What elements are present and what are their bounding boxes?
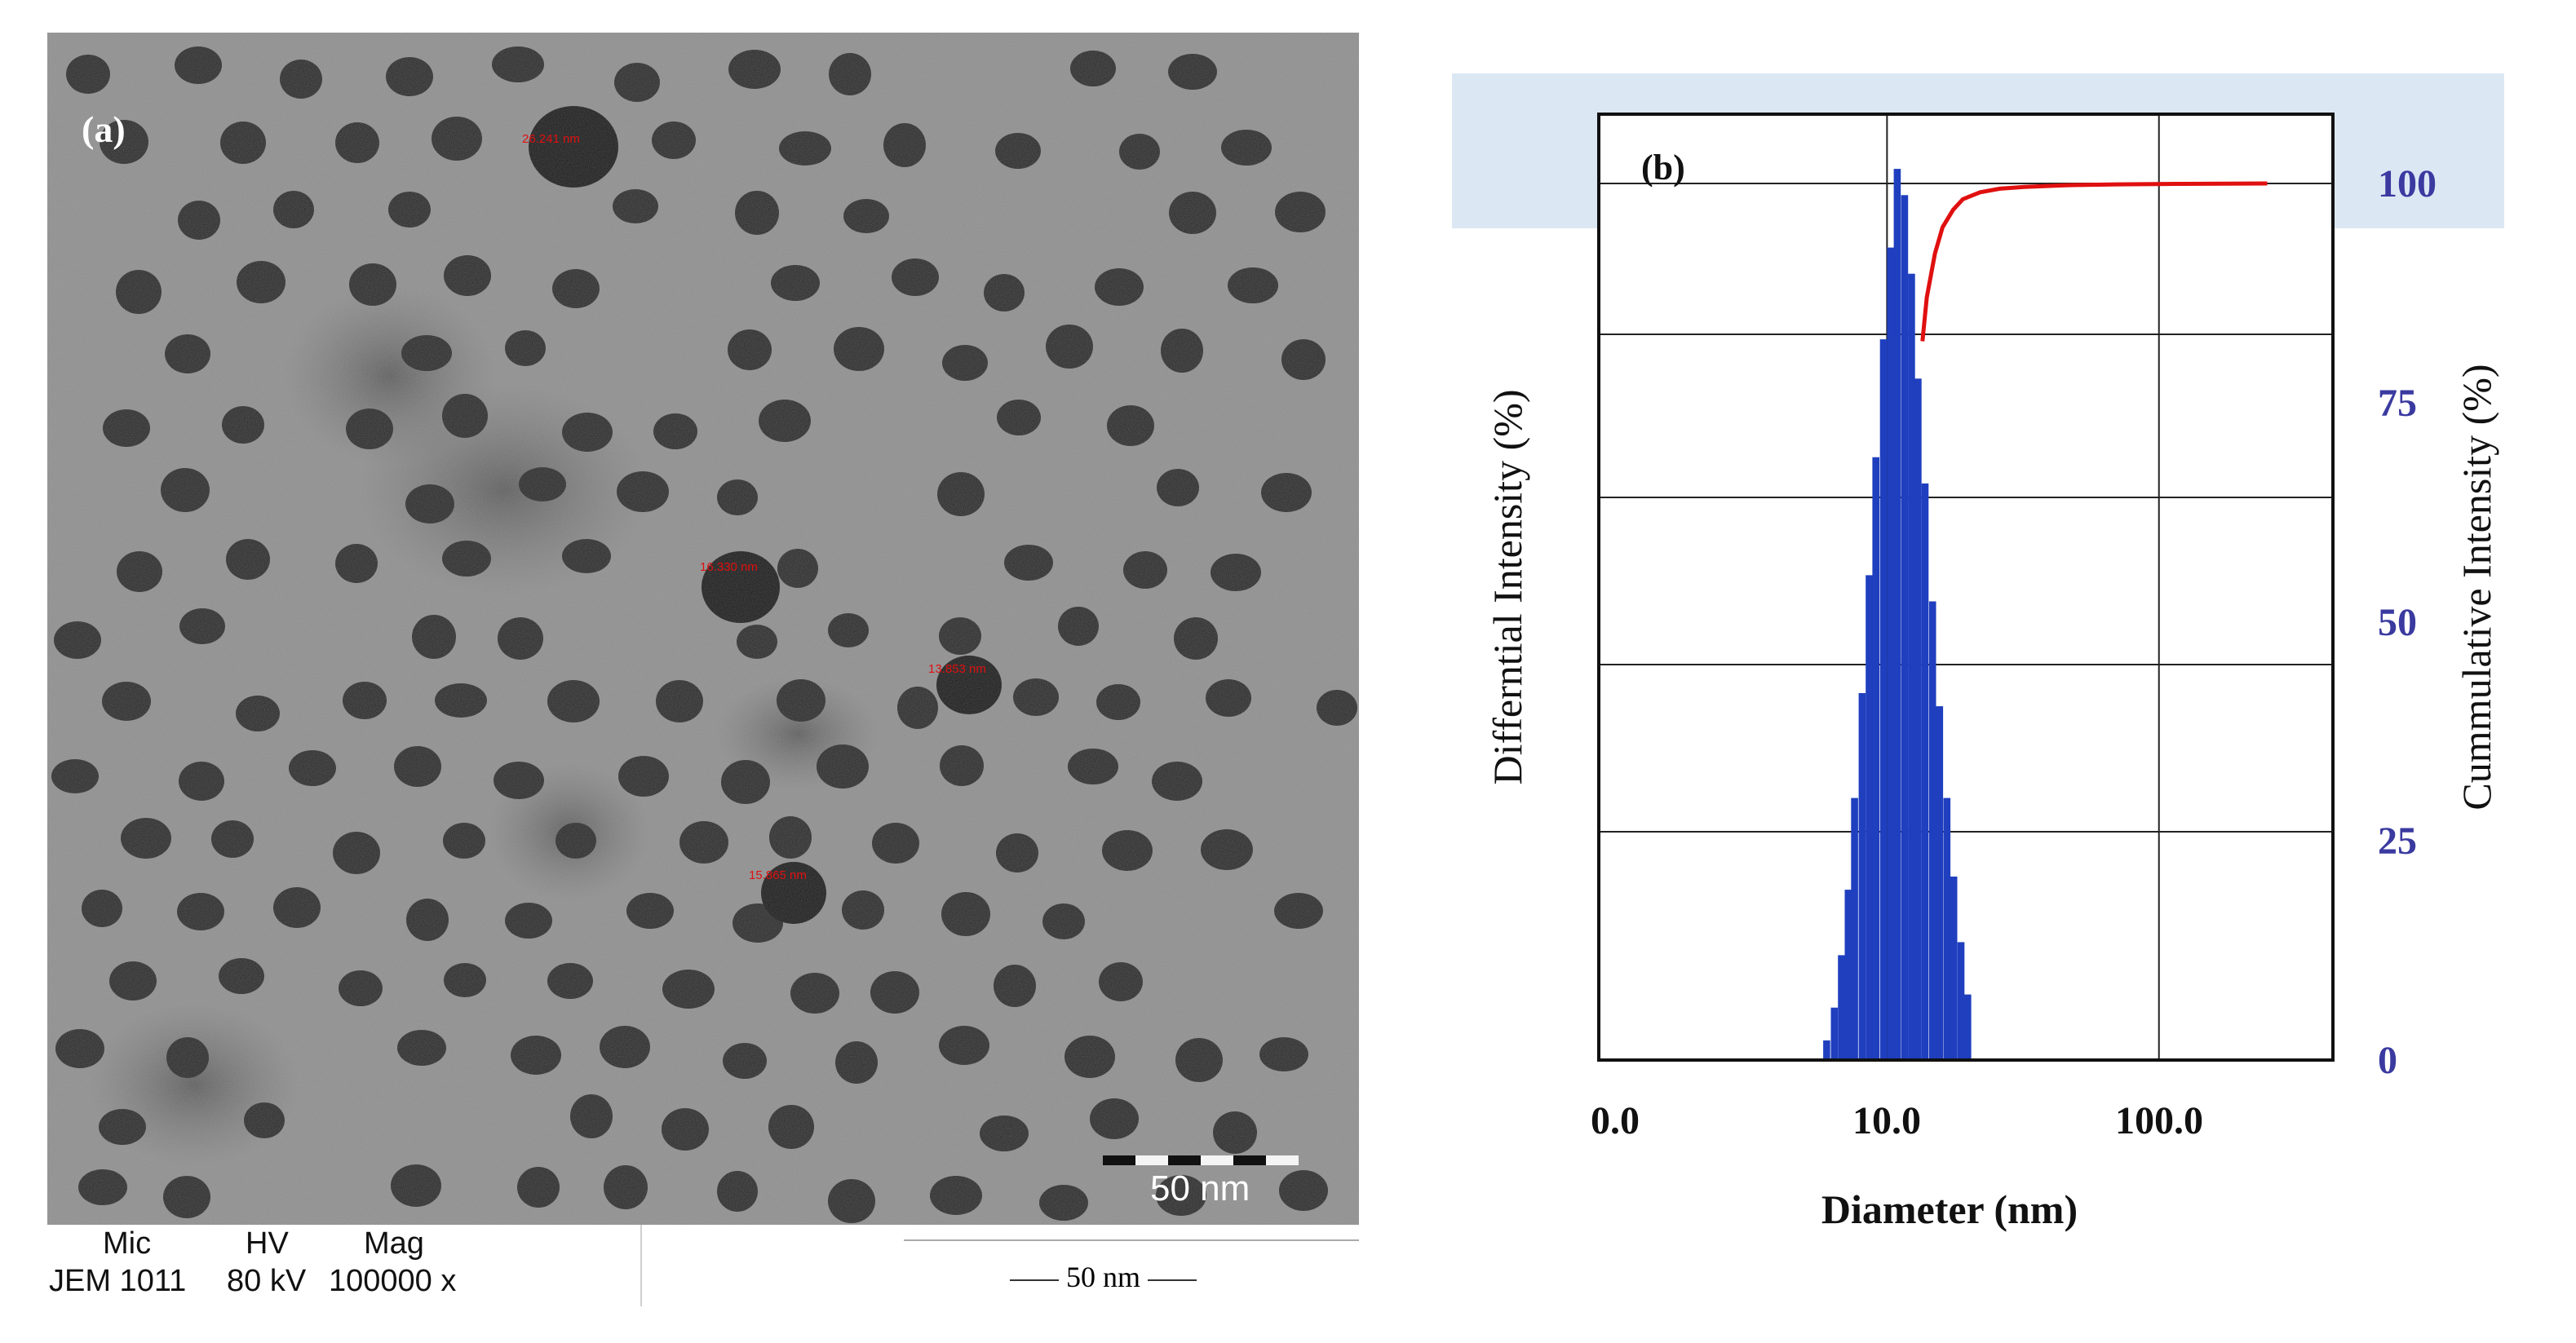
histogram-bar [1858, 693, 1866, 1060]
tem-panel: (a) 26.241 nm 16.330 nm 13.853 nm 15.865… [47, 33, 1359, 1306]
footer-value-mag: 100000 x [329, 1264, 457, 1298]
histogram-bar [1893, 169, 1901, 1061]
panel-b-label: (b) [1641, 148, 1685, 188]
histogram-bar [1928, 601, 1936, 1060]
histogram-bar [1838, 955, 1845, 1060]
footer-rule [904, 1239, 1359, 1241]
tem-particles [47, 33, 1359, 1225]
right-tick-label: 50 [2378, 601, 2417, 644]
histogram-bar [1957, 942, 1965, 1060]
histogram-bar [1823, 1040, 1830, 1060]
histogram-bar [1887, 247, 1894, 1061]
histogram-bar [1950, 877, 1958, 1060]
footer-divider [640, 1225, 642, 1306]
plot-area [1599, 114, 2333, 1060]
histogram-bar [1872, 457, 1879, 1060]
scale-bar-label: 50 nm [1150, 1168, 1250, 1208]
footer-header-hv: HV [246, 1226, 289, 1261]
x-axis-ticks: 0.0 10.0 100.0 [1591, 1099, 2203, 1142]
footer-value-mic: JEM 1011 [49, 1264, 187, 1298]
dls-chart-panel: (b) Differntial Intensity (%) Cummulativ… [1427, 73, 2537, 1264]
histogram-bar [1943, 797, 1951, 1060]
plot-frame [1597, 113, 2335, 1062]
histogram-bar [1866, 575, 1873, 1060]
right-tick-label: 100 [2378, 162, 2437, 205]
histogram-bar [1908, 273, 1915, 1060]
x-tick-label: 0.0 [1591, 1099, 1640, 1142]
histogram-bar [1964, 994, 1972, 1060]
measurement-label: 16.330 nm [700, 560, 758, 574]
footer-header-mic: Mic [103, 1226, 152, 1261]
footer-scale-label: 50 nm [1066, 1261, 1141, 1293]
right-axis-title: Cummulative Intensity (%) [2454, 364, 2499, 810]
histogram-bar [1851, 797, 1858, 1060]
tem-info-footer: Mic HV Mag JEM 1011 80 kV 100000 x [47, 1225, 1359, 1306]
histogram-bar [1921, 483, 1929, 1060]
right-tick-label: 0 [2378, 1039, 2397, 1082]
measurement-label: 13.853 nm [928, 662, 986, 676]
histogram-bar [1936, 706, 1944, 1060]
panel-a-label: (a) [82, 108, 126, 150]
histogram-bar [1844, 890, 1852, 1060]
cumulative-line [1920, 181, 2268, 342]
right-tick-label: 75 [2378, 382, 2417, 425]
right-axis-ticks: 0 25 50 75 100 [2378, 162, 2437, 1082]
measurement-label: 26.241 nm [522, 132, 580, 146]
grid-lines [1599, 114, 2333, 1061]
footer-value-hv: 80 kV [227, 1264, 307, 1298]
footer-header-mag: Mag [364, 1226, 424, 1261]
histogram-bar [1901, 195, 1909, 1060]
footer-scale: 50 nm [1010, 1260, 1197, 1294]
x-tick-label: 10.0 [1852, 1099, 1921, 1142]
scale-bar [1103, 1155, 1299, 1165]
tem-micrograph: (a) 26.241 nm 16.330 nm 13.853 nm 15.865… [47, 33, 1359, 1225]
left-axis-title: Differntial Intensity (%) [1485, 389, 1530, 784]
histogram-bars [1823, 169, 1972, 1061]
histogram-bar [1830, 1007, 1839, 1060]
measurement-label: 15.865 nm [749, 868, 807, 882]
x-axis-title: Diameter (nm) [1821, 1186, 2078, 1232]
histogram-bar [1879, 339, 1888, 1061]
dls-chart: (b) Differntial Intensity (%) Cummulativ… [1452, 73, 2504, 1232]
x-tick-label: 100.0 [2115, 1099, 2203, 1142]
histogram-bar [1914, 378, 1922, 1060]
right-tick-label: 25 [2378, 819, 2417, 863]
